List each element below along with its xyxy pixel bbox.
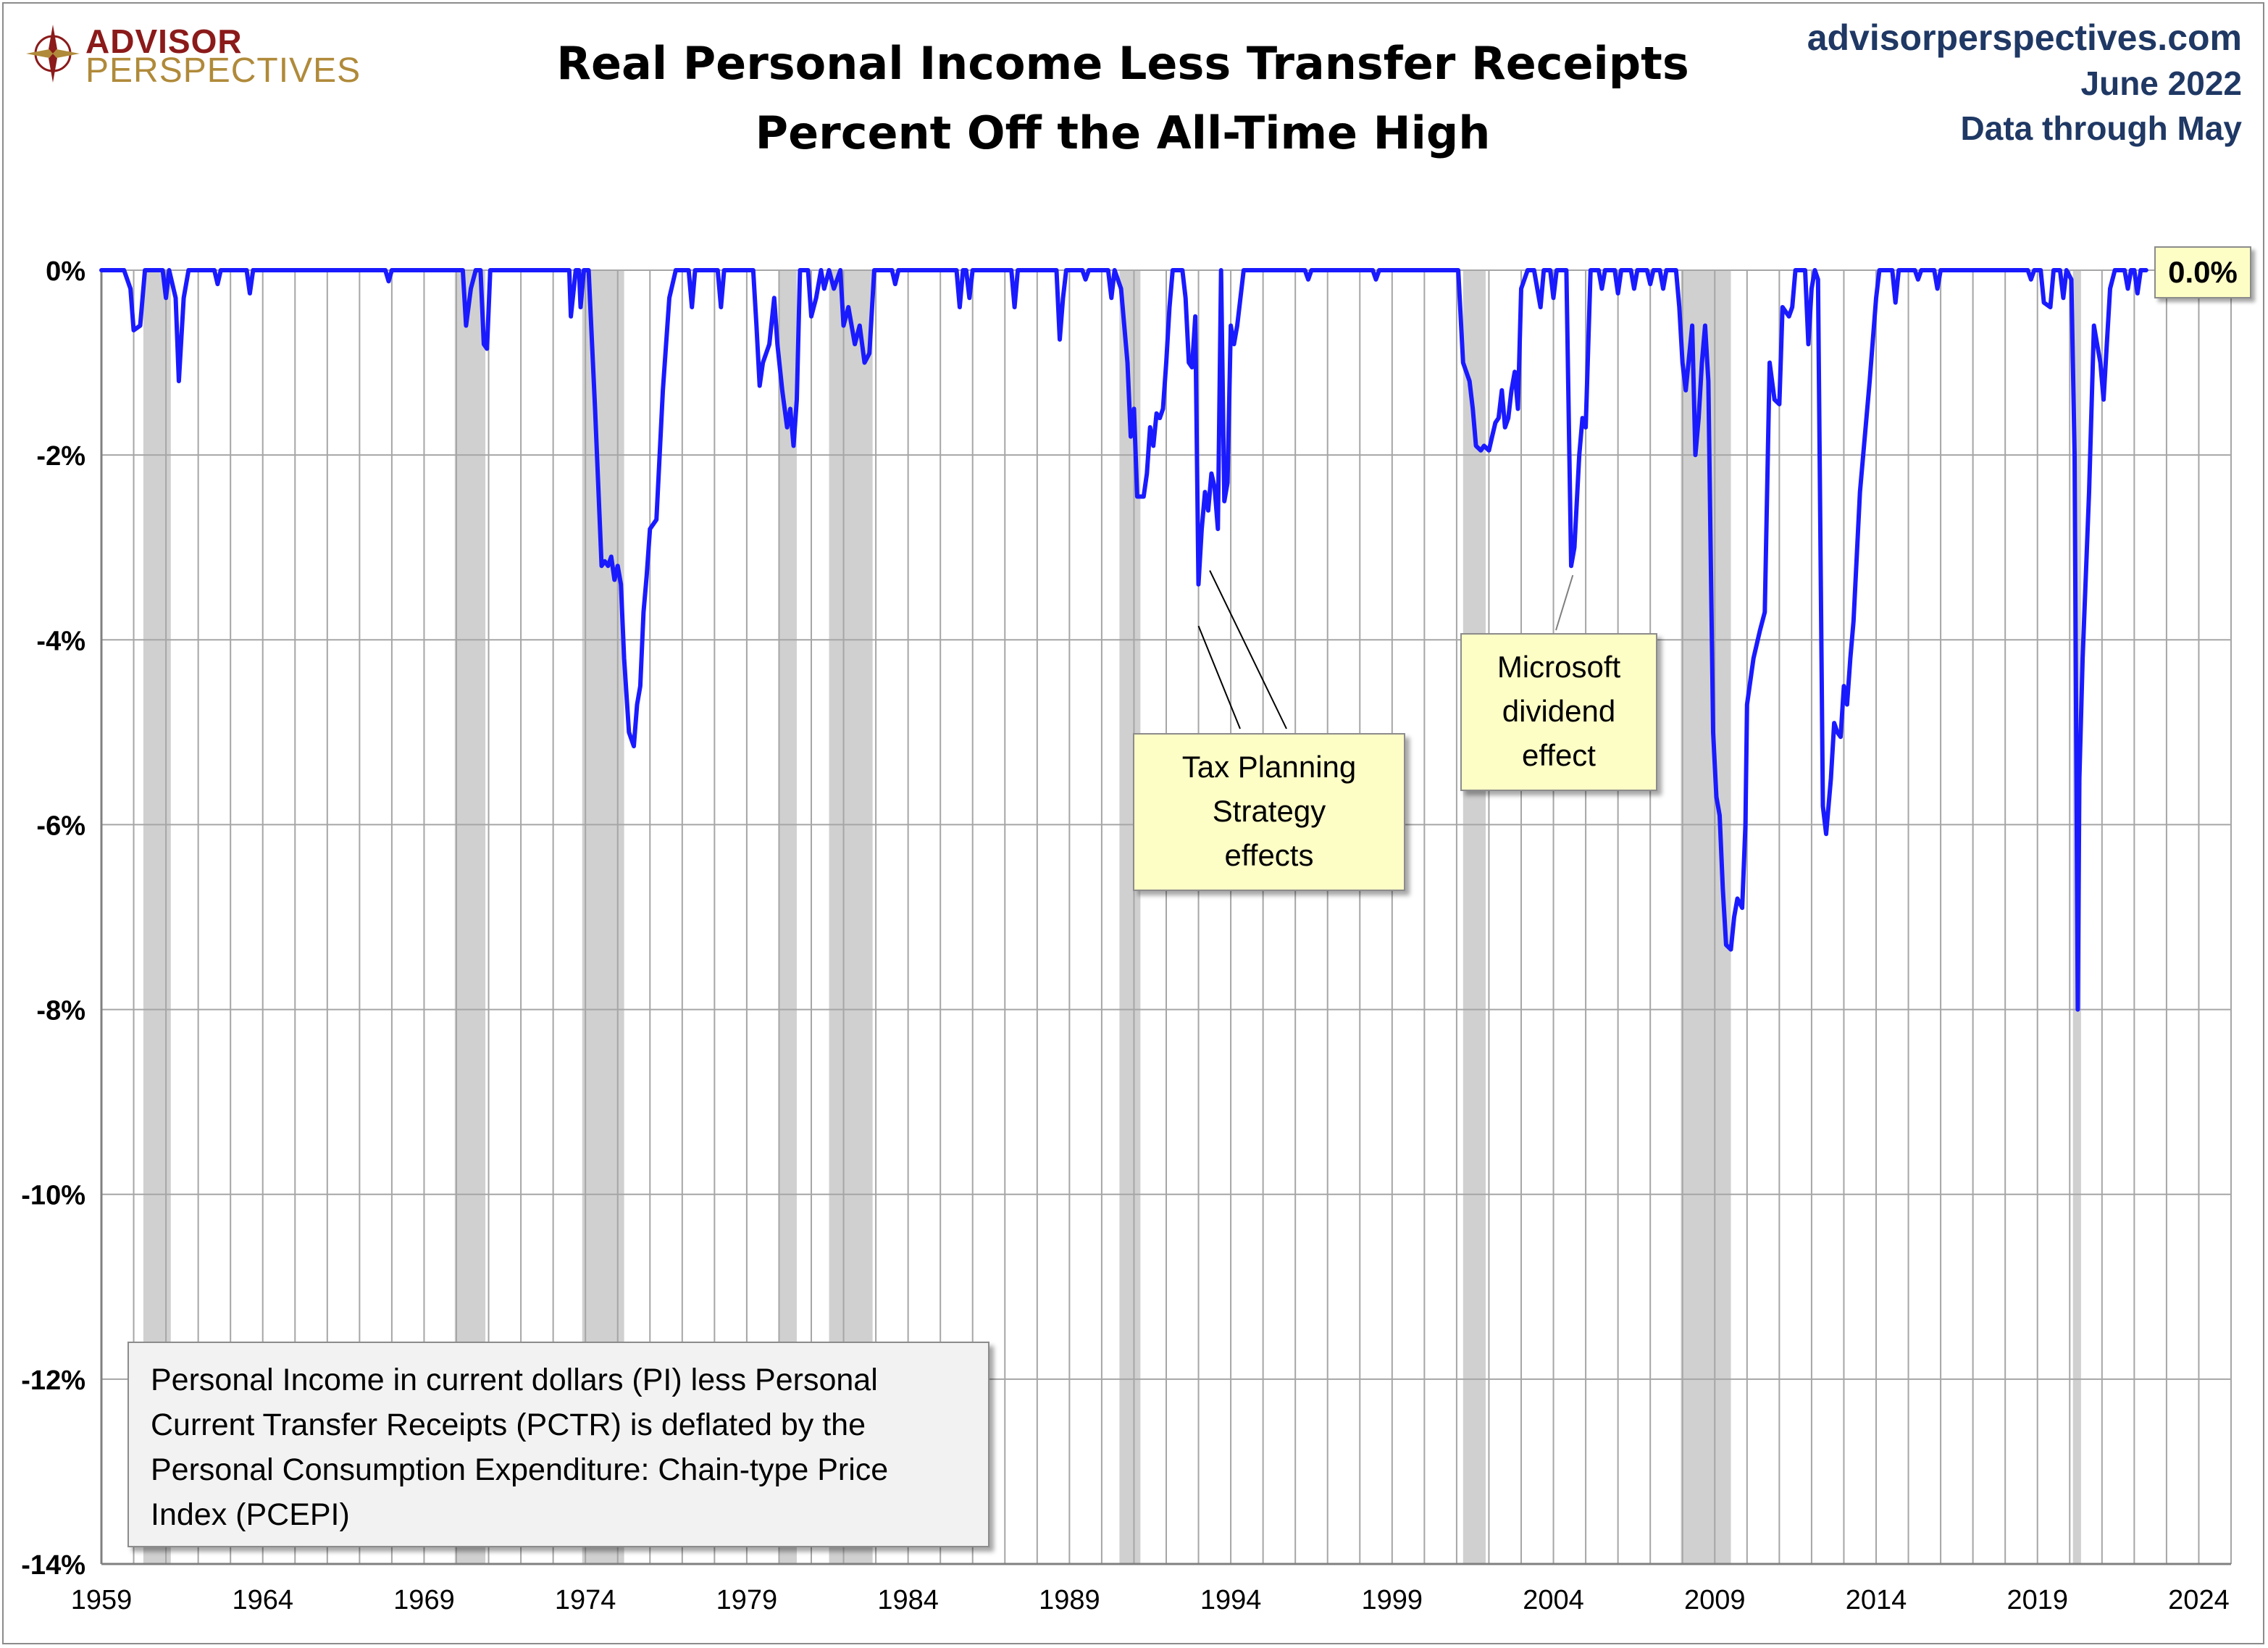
msft-annotation-line-1: Microsoft: [1497, 650, 1621, 684]
x-tick-label: 1964: [232, 1585, 293, 1615]
source-data-through: Data through May: [1960, 109, 2242, 147]
y-tick-label: -2%: [36, 441, 85, 472]
y-tick-label: 0%: [46, 256, 85, 287]
logo-line-1: ADVISOR: [85, 22, 243, 60]
x-tick-label: 1979: [716, 1585, 778, 1615]
logo-line-2: PERSPECTIVES: [85, 51, 361, 90]
msft-annotation-line-3: effect: [1522, 738, 1596, 772]
y-tick-label: -4%: [36, 626, 85, 656]
chart-title-line-1: Real Personal Income Less Transfer Recei…: [556, 37, 1689, 90]
source-site: advisorperspectives.com: [1807, 17, 2242, 58]
source-block: advisorperspectives.com June 2022 Data t…: [1807, 14, 2242, 151]
tax-planning-annotation: Tax Planning Strategy effects: [1133, 733, 1405, 891]
chart-title: Real Personal Income Less Transfer Recei…: [435, 29, 1811, 168]
y-tick-label: -6%: [36, 811, 85, 841]
x-tick-label: 1999: [1362, 1585, 1423, 1615]
x-tick-label: 2024: [2168, 1585, 2230, 1615]
methodology-note: Personal Income in current dollars (PI) …: [127, 1342, 989, 1547]
x-tick-label: 2004: [1523, 1585, 1584, 1615]
x-tick-label: 2019: [2007, 1585, 2068, 1615]
x-tick-label: 1969: [393, 1585, 455, 1615]
tax-leader-line-2: [1209, 570, 1287, 729]
y-tick-label: -10%: [21, 1181, 85, 1211]
x-tick-label: 1984: [877, 1585, 939, 1615]
x-tick-label: 1974: [555, 1585, 616, 1615]
msft-annotation-line-2: dividend: [1502, 694, 1616, 728]
microsoft-dividend-annotation: Microsoft dividend effect: [1460, 633, 1657, 791]
recession-band: [1463, 270, 1486, 1564]
tax-annotation-line-2: Strategy: [1212, 794, 1326, 828]
chart-title-line-2: Percent Off the All-Time High: [755, 106, 1491, 159]
y-tick-label: -14%: [21, 1550, 85, 1581]
tax-annotation-line-1: Tax Planning: [1181, 750, 1357, 784]
compass-rose-icon: [26, 25, 80, 83]
y-tick-label: -12%: [21, 1365, 85, 1396]
last-value-label: 0.0%: [2154, 246, 2251, 298]
tax-leader-line-1: [1197, 625, 1241, 729]
source-date: June 2022: [2080, 64, 2242, 102]
msft-leader-line: [1555, 574, 1574, 631]
x-tick-label: 2014: [1846, 1585, 1907, 1615]
series-line: [99, 268, 2148, 1012]
x-tick-label: 2009: [1684, 1585, 1746, 1615]
y-tick-label: -8%: [36, 996, 85, 1026]
x-tick-label: 1994: [1200, 1585, 1262, 1615]
x-tick-label: 1989: [1039, 1585, 1100, 1615]
x-tick-label: 1959: [71, 1585, 133, 1615]
brand-logo: ADVISOR PERSPECTIVES: [26, 19, 360, 91]
tax-annotation-line-3: effects: [1224, 838, 1314, 872]
